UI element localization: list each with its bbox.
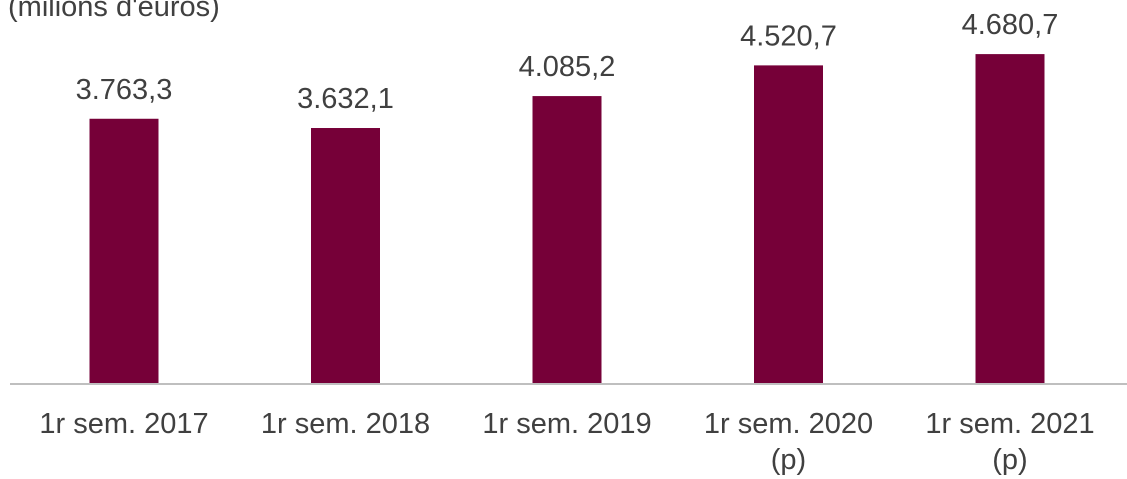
bar-4 [975,54,1045,384]
x-tick-label-4-line-1: (p) [992,444,1027,476]
x-tick-label-3-line-0: 1r sem. 2020 [704,408,873,440]
value-label-3: 4.520,7 [740,20,837,52]
value-label-2: 4.085,2 [519,51,616,83]
x-tick-labels: 1r sem. 2017 1r sem. 2018 1r sem. 2019 1r s… [39,408,1094,476]
x-tick-label-2-line-0: 1r sem. 2019 [482,408,651,440]
bar-0 [89,118,159,384]
bars-group: 3.763,3 3.632,1 4.085,2 4.520,7 4.680,7 [76,9,1059,384]
bar-2 [532,96,602,384]
value-label-0: 3.763,3 [76,74,173,106]
x-tick-label-0-line-0: 1r sem. 2017 [39,408,208,440]
bar-1 [311,128,380,384]
unit-label: (milions d'euros) [8,0,220,23]
bar-3 [754,65,823,384]
value-label-4: 4.680,7 [962,9,1059,41]
x-tick-label-3-line-1: (p) [771,444,806,476]
value-label-1: 3.632,1 [297,83,394,115]
x-tick-label-1-line-0: 1r sem. 2018 [261,408,430,440]
x-tick-label-4-line-0: 1r sem. 2021 [925,408,1094,440]
